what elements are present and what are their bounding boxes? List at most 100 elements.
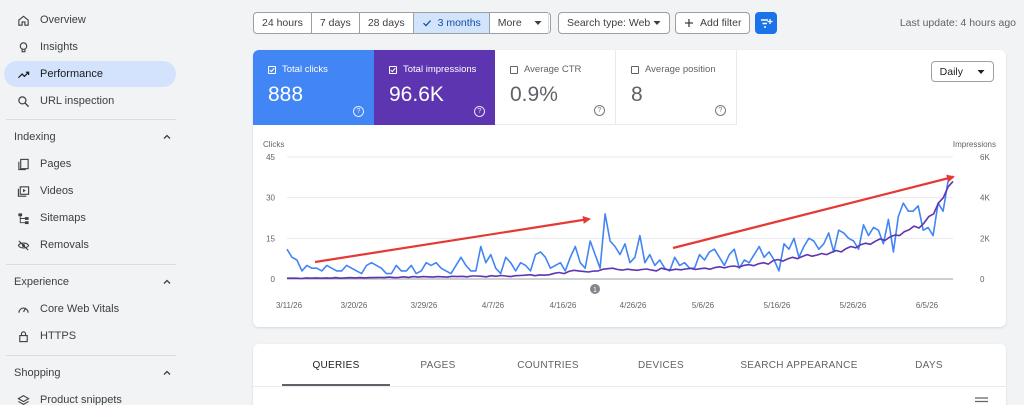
left-tick-label: 15 [266,234,275,243]
x-tick-label: 4/7/26 [482,301,505,310]
search-type-dropdown[interactable]: Search type: Web [558,12,670,34]
sidebar-divider [6,119,176,120]
metric-average-ctr[interactable]: Average CTR 0.9% ? [495,50,616,125]
filter-rows-icon[interactable] [975,397,988,405]
left-tick-label: 30 [266,194,275,203]
x-tick-label: 5/26/26 [840,301,867,310]
speed-icon [16,302,30,316]
videos-icon [16,184,30,198]
trend-arrow-2 [672,174,955,250]
tab-countries[interactable]: COUNTRIES [517,359,579,371]
add-filter-button[interactable]: Add filter [675,12,751,34]
checkbox-checked-icon[interactable] [389,65,397,74]
sidebar-item-performance[interactable]: Performance [4,61,176,87]
right-tick-label: 4K [980,194,990,203]
metric-total-clicks[interactable]: Total clicks 888 ? [253,50,374,125]
sidebar-item-label: Overview [40,14,86,26]
x-tick-label: 3/29/26 [411,301,438,310]
sidebar-item-videos[interactable]: Videos [4,178,176,204]
tab-search-appearance[interactable]: SEARCH APPEARANCE [740,359,858,371]
impressions-series-line [287,180,954,280]
checkbox-checked-icon[interactable] [268,65,276,74]
sidebar-item-url-inspection[interactable]: URL inspection [4,88,176,114]
chart-series [286,175,954,280]
metric-total-impressions[interactable]: Total impressions 96.6K ? [374,50,495,125]
pages-icon [16,157,30,171]
right-tick-label: 2K [980,234,990,243]
performance-chart[interactable]: Clicks Impressions 45 30 15 0 6K 4K 2K 0 3/11/… [253,135,1006,320]
range-28-days[interactable]: 28 days [360,13,414,33]
x-tick-label: 5/6/26 [692,301,715,310]
search-type-label: Search type: Web [567,17,651,29]
sidebar-item-overview[interactable]: Overview [4,7,176,33]
metric-label-text: Total clicks [282,64,328,75]
sidebar-item-https[interactable]: HTTPS [4,323,176,349]
left-tick-label: 45 [266,153,275,162]
x-tick-label: 3/20/26 [341,301,368,310]
right-axis-label: Impressions [953,140,996,149]
section-title: Experience [14,276,70,288]
metric-label-text: Average position [645,64,716,75]
sidebar-item-insights[interactable]: Insights [4,34,176,60]
x-tick-label: 4/16/26 [550,301,577,310]
section-indexing-header[interactable]: Indexing [14,127,172,147]
layers-icon [16,393,30,405]
help-icon[interactable]: ? [594,105,605,116]
metric-label: Average CTR [510,64,615,75]
metric-value: 96.6K [389,83,444,106]
report-tabs-card: QUERIES PAGES COUNTRIES DEVICES SEARCH A… [253,344,1006,405]
range-7-days[interactable]: 7 days [312,13,360,33]
sidebar-item-label: Videos [40,185,74,197]
search-icon [16,94,30,108]
metric-label: Average position [631,64,736,75]
sidebar-divider [6,355,176,356]
trend-arrows [314,174,955,264]
sidebar-item-sitemaps[interactable]: Sitemaps [4,205,176,231]
performance-card: Total clicks 888 ? Total impressions 96.… [253,50,1006,327]
metric-label-text: Total impressions [403,64,477,75]
help-icon[interactable]: ? [353,106,364,117]
last-update-text: Last update: 4 hours ago [899,17,1016,29]
section-shopping-header[interactable]: Shopping [14,363,172,383]
chevron-up-icon [163,279,171,284]
lock-icon [16,329,30,343]
help-icon[interactable]: ? [715,105,726,116]
metric-value: 0.9% [510,83,558,106]
help-icon[interactable]: ? [474,106,485,117]
tab-pages[interactable]: PAGES [420,359,456,371]
tab-devices[interactable]: DEVICES [637,359,684,371]
x-tick-label: 4/26/26 [620,301,647,310]
dropdown-arrow-icon [977,69,985,74]
metric-average-position[interactable]: Average position 8 ? [616,50,737,125]
filter-icon [760,18,772,28]
chevron-up-icon [163,134,171,139]
x-axis-ticks: 3/11/26 3/20/26 3/29/26 4/7/26 4/16/26 4/26/2… [276,301,939,310]
chart-annotation[interactable]: 1 [590,284,600,294]
granularity-dropdown[interactable]: Daily [930,61,994,82]
tab-queries[interactable]: QUERIES [312,359,360,371]
granularity-label: Daily [939,65,963,78]
range-3-months[interactable]: 3 months [413,13,490,33]
sidebar-item-label: Sitemaps [40,212,86,224]
checkbox-unchecked-icon[interactable] [631,65,639,74]
section-experience-header[interactable]: Experience [14,272,172,292]
sidebar-item-removals[interactable]: Removals [4,232,176,258]
sidebar-item-pages[interactable]: Pages [4,151,176,177]
annotation-marker[interactable] [590,284,600,294]
trend-arrow-1 [314,215,591,264]
filter-options-button[interactable] [755,12,777,34]
metric-value: 8 [631,83,643,106]
range-24-hours[interactable]: 24 hours [254,13,312,33]
sidebar-item-label: Product snippets [40,394,122,405]
active-tab-indicator [282,384,390,386]
tab-days[interactable]: DAYS [915,359,943,371]
sidebar-item-label: Pages [40,158,72,170]
x-tick-label: 5/16/26 [764,301,791,310]
clicks-series-line [286,175,954,275]
checkbox-unchecked-icon[interactable] [510,65,518,74]
range-more[interactable]: More [490,13,550,33]
left-tick-label: 0 [271,275,276,284]
sidebar-item-product-snippets[interactable]: Product snippets [4,387,176,405]
annotation-marker-label: 1 [593,287,597,294]
sidebar-item-core-web-vitals[interactable]: Core Web Vitals [4,296,176,322]
